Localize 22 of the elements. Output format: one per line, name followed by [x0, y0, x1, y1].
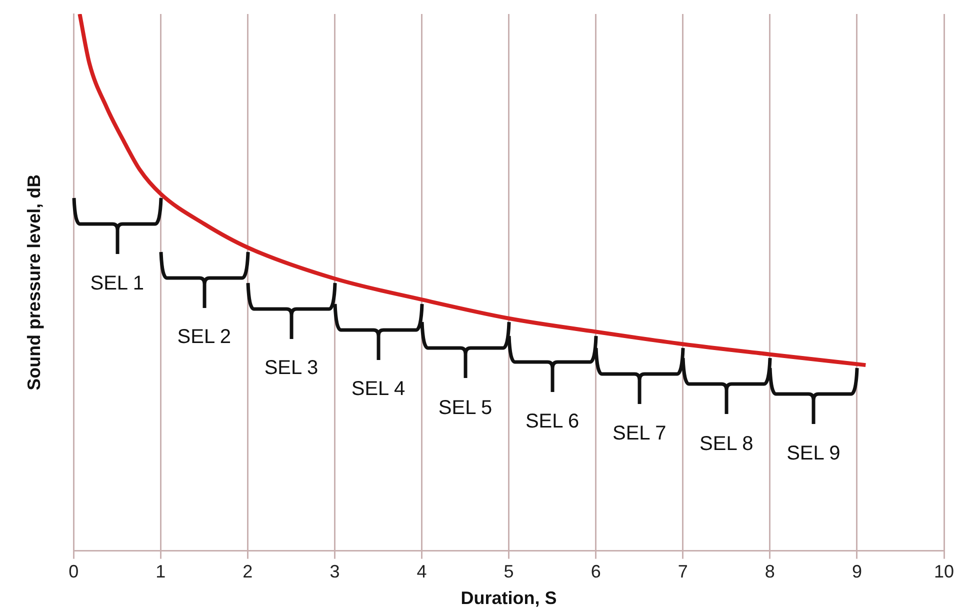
- annotation: SEL 6: [525, 410, 580, 432]
- x-tick-label: 9: [852, 562, 862, 582]
- x-tick-label: 7: [678, 562, 688, 582]
- x-tick-label: 8: [764, 562, 775, 582]
- annotation: SEL 3: [264, 357, 318, 380]
- x-tick-label: 4: [416, 562, 427, 582]
- annotation: SEL 1: [90, 272, 144, 294]
- annotation: SEL 5: [438, 396, 492, 419]
- x-tick-label: 6: [590, 562, 601, 582]
- annotation: SEL 8: [700, 432, 754, 455]
- x-axis-title: Duration, S: [460, 588, 557, 608]
- x-tick-label: 5: [504, 562, 514, 582]
- x-tick-label: 10: [934, 562, 954, 582]
- y-axis-title: Sound pressure level, dB: [24, 174, 44, 390]
- annotation: SEL 2: [177, 326, 232, 348]
- annotation: SEL 4: [351, 378, 406, 400]
- annotation: SEL 9: [786, 442, 840, 465]
- x-tick-label: 1: [156, 562, 166, 582]
- x-tick-label: 3: [330, 562, 340, 582]
- x-tick-label: 0: [68, 562, 79, 582]
- x-tick-label: 2: [242, 562, 253, 582]
- annotation: SEL 7: [612, 422, 666, 445]
